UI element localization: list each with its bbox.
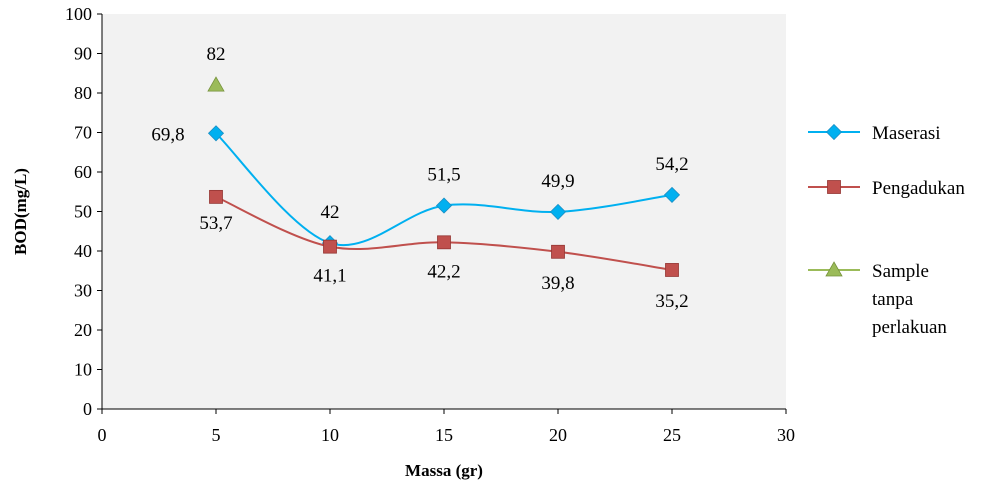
data-label: 39,8 [541, 273, 574, 294]
data-point-0-4 [663, 186, 681, 203]
data-point-2-0 [207, 76, 225, 92]
legend-label: Sample [872, 261, 929, 282]
y-tick-label: 90 [74, 44, 92, 64]
data-point-0-0 [207, 125, 225, 142]
data-label: 51,5 [427, 165, 460, 186]
y-tick-label: 50 [74, 202, 92, 222]
legend-label: tanpa [872, 289, 914, 310]
y-tick-label: 0 [83, 399, 92, 419]
y-tick-label: 40 [74, 241, 92, 261]
legend-label: Maserasi [872, 123, 941, 144]
x-tick-label: 30 [777, 425, 795, 445]
x-tick-label: 15 [435, 425, 453, 445]
legend-marker-1 [827, 180, 841, 194]
data-label: 42,2 [427, 261, 460, 282]
legend-label: Pengadukan [872, 178, 965, 199]
data-label: 54,2 [655, 154, 688, 175]
legend-marker-2 [825, 261, 843, 277]
x-tick-label: 10 [321, 425, 339, 445]
legend-label: perlakuan [872, 317, 947, 338]
data-labels: 69,8 42 51,5 49,9 54,2 53,7 41,1 42,2 39,8 35,2 82 [151, 44, 688, 312]
legend: Maserasi Pengadukan Sample tanpa perlakuan [808, 123, 965, 338]
data-point-1-0 [209, 189, 223, 204]
y-tick-label: 100 [65, 4, 92, 24]
y-tick-label: 80 [74, 83, 92, 103]
data-point-1-1 [323, 239, 337, 254]
y-tick-label: 10 [74, 360, 92, 380]
data-label: 82 [207, 44, 226, 65]
y-tick-label: 20 [74, 320, 92, 340]
data-label: 49,9 [541, 171, 574, 192]
y-axis-title: BOD(mg/L) [11, 168, 30, 255]
data-label: 41,1 [313, 266, 346, 287]
x-tick-label: 25 [663, 425, 681, 445]
data-point-1-3 [551, 244, 565, 259]
y-tick-label: 70 [74, 123, 92, 143]
axes: 0 10 20 30 40 50 60 70 80 90 100 0 5 10 15 20 25 30 [65, 4, 795, 445]
data-label: 42 [321, 202, 340, 223]
series-layer [207, 76, 681, 277]
x-tick-label: 5 [212, 425, 221, 445]
y-tick-label: 30 [74, 281, 92, 301]
legend-marker-0 [825, 123, 843, 141]
data-point-1-2 [437, 235, 451, 250]
data-label: 35,2 [655, 291, 688, 312]
data-label: 69,8 [151, 124, 184, 145]
x-axis-title: Massa (gr) [405, 461, 483, 480]
x-tick-label: 0 [98, 425, 107, 445]
data-point-0-2 [435, 197, 453, 214]
data-point-1-4 [665, 263, 679, 277]
x-tick-label: 20 [549, 425, 567, 445]
y-tick-label: 60 [74, 162, 92, 182]
data-point-0-3 [549, 203, 567, 220]
data-label: 53,7 [199, 213, 232, 234]
